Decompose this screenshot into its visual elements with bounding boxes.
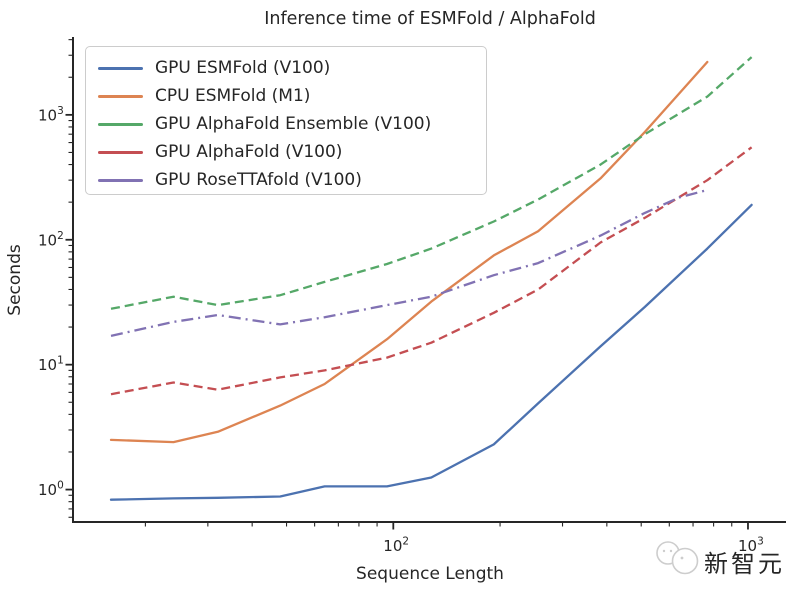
legend-line-swatch bbox=[98, 178, 143, 182]
series-line-gpu-alphafold-ensemble-v100 bbox=[110, 56, 753, 310]
legend-line-swatch bbox=[98, 66, 143, 70]
legend-item: GPU ESMFold (V100) bbox=[98, 55, 486, 82]
watermark-logo-eye-3 bbox=[680, 556, 684, 560]
series-line-cpu-esmfold-m1 bbox=[109, 60, 709, 444]
watermark-logo-eye-2 bbox=[669, 549, 673, 553]
axes-spines bbox=[72, 37, 786, 523]
watermark-text: 新智元 bbox=[704, 550, 785, 578]
legend-item: GPU AlphaFold Ensemble (V100) bbox=[98, 111, 486, 138]
legend-line-swatch bbox=[98, 94, 143, 98]
watermark: 新智元 bbox=[656, 541, 785, 578]
legend-item: CPU ESMFold (M1) bbox=[98, 83, 486, 110]
legend-line-swatch bbox=[98, 122, 143, 126]
watermark-logo-bubble-2 bbox=[671, 547, 699, 575]
y-axis-label: Seconds bbox=[5, 244, 25, 316]
y-tick-label: 102 bbox=[38, 230, 64, 250]
legend-item-label: GPU AlphaFold (V100) bbox=[155, 142, 343, 162]
legend-item: GPU RoseTTAfold (V100) bbox=[98, 167, 486, 194]
legend: GPU ESMFold (V100) CPU ESMFold (M1) GPU Al… bbox=[85, 46, 487, 195]
watermark-logo-eye-1 bbox=[662, 549, 666, 553]
y-tick-label: 103 bbox=[38, 105, 64, 125]
chart-title: Inference time of ESMFold / AlphaFold bbox=[264, 9, 596, 29]
legend-item-label: GPU RoseTTAfold (V100) bbox=[155, 170, 362, 190]
series-line-gpu-rosettafold-v100 bbox=[110, 188, 708, 338]
series-group bbox=[109, 56, 753, 501]
y-tick-label: 100 bbox=[38, 480, 64, 500]
legend-item-label: GPU AlphaFold Ensemble (V100) bbox=[155, 114, 432, 134]
series-line-gpu-alphafold-v100 bbox=[110, 146, 753, 396]
x-tick-label: 102 bbox=[383, 536, 409, 556]
legend-item: GPU AlphaFold (V100) bbox=[98, 139, 486, 166]
legend-item-label: GPU ESMFold (V100) bbox=[155, 58, 331, 78]
legend-item-label: CPU ESMFold (M1) bbox=[155, 86, 311, 106]
x-axis-label: Sequence Length bbox=[356, 564, 504, 584]
y-tick-label: 101 bbox=[38, 355, 64, 375]
series-line-gpu-esmfold-v100 bbox=[109, 203, 753, 501]
legend-line-swatch bbox=[98, 150, 143, 154]
